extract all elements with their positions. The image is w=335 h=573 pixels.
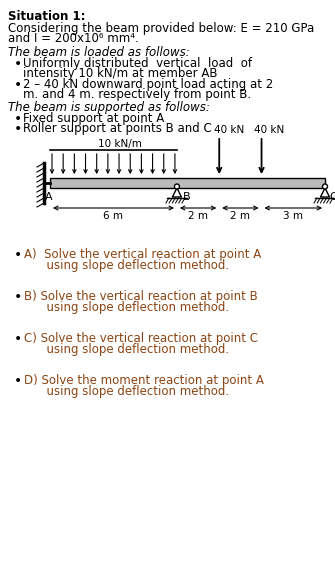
Text: using slope deflection method.: using slope deflection method. — [24, 385, 229, 398]
Text: using slope deflection method.: using slope deflection method. — [24, 343, 229, 356]
Text: Fixed support at point A: Fixed support at point A — [23, 112, 164, 125]
Text: A: A — [45, 192, 53, 202]
Text: Situation 1:: Situation 1: — [8, 10, 85, 23]
Text: using slope deflection method.: using slope deflection method. — [24, 301, 229, 314]
Text: A)  Solve the vertical reaction at point A: A) Solve the vertical reaction at point … — [24, 248, 261, 261]
Polygon shape — [321, 188, 330, 197]
Text: 2 m: 2 m — [188, 211, 208, 221]
Text: •: • — [14, 78, 22, 92]
Text: C: C — [329, 192, 335, 202]
Text: C) Solve the vertical reaction at point C: C) Solve the vertical reaction at point … — [24, 332, 258, 345]
Text: 2 – 40 kN downward point load acting at 2: 2 – 40 kN downward point load acting at … — [23, 78, 273, 91]
Text: Roller support at points B and C: Roller support at points B and C — [23, 122, 212, 135]
Circle shape — [323, 184, 328, 189]
Text: m. and 4 m. respectively from point B.: m. and 4 m. respectively from point B. — [23, 88, 251, 101]
Text: •: • — [14, 112, 22, 126]
Text: B) Solve the vertical reaction at point B: B) Solve the vertical reaction at point … — [24, 290, 258, 303]
Text: 3 m: 3 m — [283, 211, 303, 221]
Text: B: B — [183, 192, 191, 202]
Circle shape — [175, 184, 180, 189]
Text: The beam is supported as follows:: The beam is supported as follows: — [8, 101, 210, 114]
Text: •: • — [14, 248, 22, 262]
Text: The beam is loaded as follows:: The beam is loaded as follows: — [8, 46, 190, 59]
Text: 40 kN   40 kN: 40 kN 40 kN — [214, 125, 284, 135]
Text: •: • — [14, 290, 22, 304]
Text: 6 m: 6 m — [104, 211, 124, 221]
Text: intensity 10 kN/m at member AB: intensity 10 kN/m at member AB — [23, 67, 217, 80]
Text: Considering the beam provided below: E = 210 GPa: Considering the beam provided below: E =… — [8, 22, 314, 35]
Text: •: • — [14, 332, 22, 346]
Text: using slope deflection method.: using slope deflection method. — [24, 259, 229, 272]
Text: •: • — [14, 374, 22, 388]
Text: 2 m: 2 m — [230, 211, 250, 221]
Text: and I = 200x10⁶ mm⁴.: and I = 200x10⁶ mm⁴. — [8, 32, 139, 45]
Bar — [50, 178, 325, 188]
Text: •: • — [14, 57, 22, 71]
Text: Uniformly distributed  vertical  load  of: Uniformly distributed vertical load of — [23, 57, 252, 70]
Text: D) Solve the moment reaction at point A: D) Solve the moment reaction at point A — [24, 374, 264, 387]
Text: 10 kN/m: 10 kN/m — [98, 139, 142, 149]
Text: •: • — [14, 122, 22, 136]
Polygon shape — [173, 188, 182, 197]
